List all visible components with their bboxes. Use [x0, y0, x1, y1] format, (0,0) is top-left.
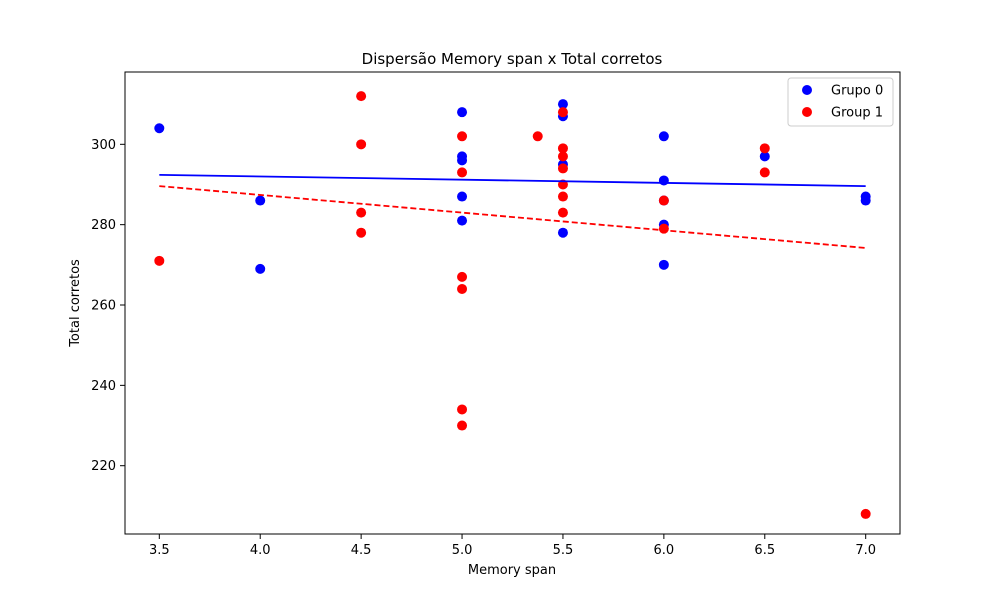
data-point-series-0	[557, 227, 568, 238]
y-tick-label: 220	[91, 459, 116, 474]
plot-area	[154, 91, 871, 519]
trend-line-series-1	[159, 185, 866, 249]
legend-label-group-1: Group 1	[831, 106, 883, 121]
data-point-series-1	[457, 283, 468, 294]
x-tick-label: 7.0	[855, 543, 876, 558]
data-point-series-1	[532, 131, 543, 142]
x-tick-label: 3.5	[149, 543, 170, 558]
x-axis-label: Memory span	[468, 563, 556, 578]
data-point-series-1	[356, 227, 367, 238]
data-point-series-1	[557, 191, 568, 202]
data-point-series-0	[457, 215, 468, 226]
y-tick-label: 280	[91, 218, 116, 233]
data-point-series-1	[759, 143, 770, 154]
data-point-series-0	[658, 259, 669, 270]
trend-line-series-0	[159, 173, 866, 187]
legend-marker-grupo-0	[802, 85, 812, 95]
data-point-series-0	[557, 99, 568, 110]
axes-frame	[124, 71, 901, 535]
x-axis-ticks: 3.5 4.0 4.5 5.0 5.5 6.0 6.5 7.0	[149, 534, 876, 558]
data-point-series-1	[860, 508, 871, 519]
y-tick-label: 260	[91, 299, 116, 314]
data-point-series-1	[154, 255, 165, 266]
data-point-series-1	[356, 91, 367, 102]
data-point-series-1	[457, 167, 468, 178]
x-tick-label: 4.5	[351, 543, 372, 558]
data-point-series-1	[557, 151, 568, 162]
x-tick-label: 4.0	[250, 543, 271, 558]
data-point-series-1	[557, 207, 568, 218]
legend-label-grupo-0: Grupo 0	[831, 84, 883, 99]
data-point-series-1	[356, 207, 367, 218]
data-point-series-0	[457, 191, 468, 202]
legend-box	[787, 77, 894, 127]
data-point-series-1	[658, 195, 669, 206]
data-point-series-0	[255, 263, 266, 274]
y-tick-label: 300	[91, 138, 116, 153]
x-tick-label: 6.5	[754, 543, 775, 558]
data-point-series-0	[658, 175, 669, 186]
x-tick-label: 5.5	[553, 543, 574, 558]
data-point-series-1	[457, 271, 468, 282]
data-point-series-1	[759, 167, 770, 178]
x-tick-label: 6.0	[654, 543, 675, 558]
data-point-series-1	[457, 404, 468, 415]
data-point-series-1	[557, 107, 568, 118]
trend-lines	[159, 173, 866, 249]
y-tick-label: 240	[91, 379, 116, 394]
data-point-series-0	[457, 155, 468, 166]
data-point-series-0	[860, 195, 871, 206]
legend: Grupo 0 Group 1	[787, 77, 894, 127]
data-point-series-1	[658, 223, 669, 234]
data-point-series-1	[457, 131, 468, 142]
data-point-series-1	[557, 143, 568, 154]
data-points	[154, 91, 871, 519]
data-point-series-0	[759, 151, 770, 162]
data-point-series-0	[154, 123, 165, 134]
data-point-series-1	[356, 139, 367, 150]
data-point-series-0	[457, 107, 468, 118]
data-point-series-0	[658, 131, 669, 142]
data-point-series-0	[255, 195, 266, 206]
legend-marker-group-1	[802, 107, 812, 117]
y-axis-ticks: 220 240 260 280 300	[91, 138, 125, 474]
y-axis-label: Total corretos	[68, 259, 83, 348]
x-tick-label: 5.0	[452, 543, 473, 558]
data-point-series-1	[457, 420, 468, 431]
chart-title: Dispersão Memory span x Total corretos	[362, 50, 663, 68]
data-point-series-1	[557, 163, 568, 174]
